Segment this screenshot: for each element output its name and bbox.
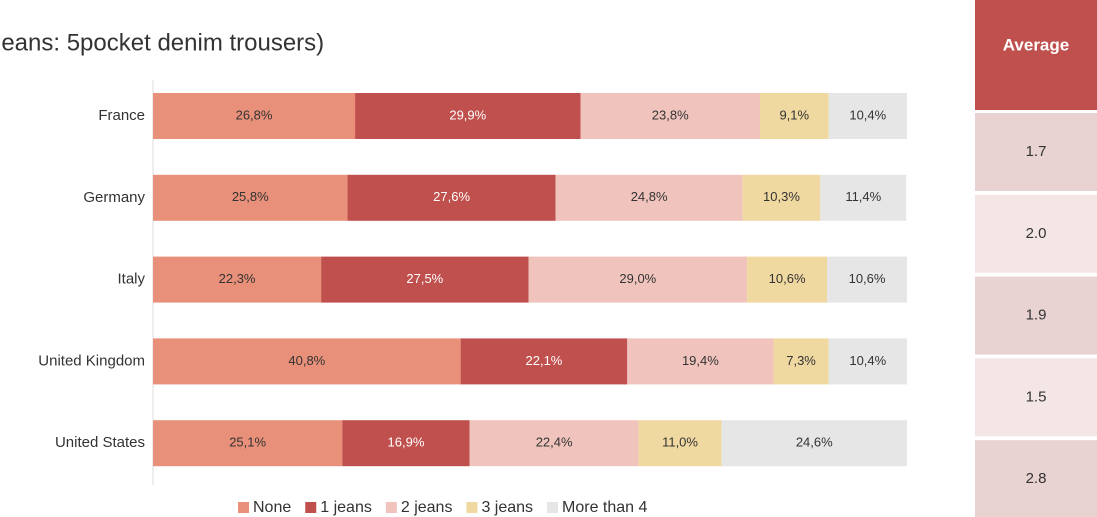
bar-segment [460,338,628,385]
data-label: 27,5% [406,271,443,286]
legend-label: 3 jeans [481,499,533,516]
data-label: 11,0% [662,435,698,450]
data-label: 40,8% [288,353,325,368]
bar-segment [153,420,343,467]
legend-label: More than 4 [562,499,647,516]
table-header: Average [1003,35,1069,54]
legend-swatch [238,502,249,513]
bar-segment [827,256,907,303]
bar-segment [153,93,356,139]
legend-swatch [466,502,478,513]
data-label: 23,8% [652,107,689,122]
legend-swatch [305,502,317,513]
legend-label: None [253,499,291,516]
chart-title: jeans: 5pocket denim trousers) [0,29,324,56]
data-label: 10,6% [849,271,886,286]
data-label: 10,4% [849,353,886,368]
legend-swatch [547,502,559,513]
legend-label: 2 jeans [401,499,453,516]
data-label: 24,8% [631,189,668,204]
data-label: 24,6% [796,435,833,450]
bar-segment [759,93,829,139]
data-label: 25,1% [229,435,266,450]
category-label: Italy [117,271,145,288]
legend-swatch [385,502,397,513]
data-label: 16,9% [388,435,425,450]
table-cell: 1.7 [1026,143,1047,160]
bar-segment [153,174,348,221]
bar-segment [153,256,322,303]
bar-segment [347,174,556,221]
data-label: 11,4% [845,189,881,204]
bar-segment [638,420,722,467]
table-cell-bg [975,440,1097,517]
data-label: 9,1% [779,107,809,122]
data-label: 26,8% [236,107,273,122]
bar-segment [555,174,743,221]
data-label: 10,3% [763,189,800,204]
bar-segment [469,420,639,467]
table-cell: 2.8 [1026,470,1047,487]
category-label: France [98,107,145,124]
data-label: 19,4% [682,353,719,368]
bar-segment [742,174,821,221]
category-label: United Kingdom [38,352,145,369]
bar-segment [580,93,760,139]
table-cell-bg [975,276,1097,355]
bar-segment [355,93,581,139]
bar-segment [820,174,907,221]
category-label: United States [55,434,145,451]
data-label: 25,8% [232,189,269,204]
bar-segment [721,420,907,467]
table-cell: 1.5 [1026,388,1047,405]
bar-segment [528,256,748,303]
data-label: 29,0% [619,271,656,286]
data-label: 29,9% [449,107,486,122]
table-cell: 2.0 [1026,225,1047,242]
data-label: 22,3% [219,271,256,286]
bar-segment [321,256,529,303]
bar-segment [342,420,470,467]
bar-segment [747,256,828,303]
table-cell: 1.9 [1026,307,1047,324]
table-cell-bg [975,194,1097,273]
table-cell-bg [975,113,1097,191]
legend-label: 1 jeans [320,499,372,516]
bar-segment [828,338,907,385]
data-label: 22,4% [536,435,573,450]
data-label: 7,3% [786,353,816,368]
bar-segment [153,338,461,385]
data-label: 10,6% [769,271,806,286]
bar-segment [773,338,829,385]
bar-segment [627,338,774,385]
data-label: 27,6% [433,189,470,204]
category-label: Germany [83,189,145,206]
bar-segment [828,93,907,139]
data-label: 10,4% [849,107,886,122]
table-cell-bg [975,358,1097,437]
data-label: 22,1% [526,353,563,368]
table-header-bg [975,0,1097,110]
